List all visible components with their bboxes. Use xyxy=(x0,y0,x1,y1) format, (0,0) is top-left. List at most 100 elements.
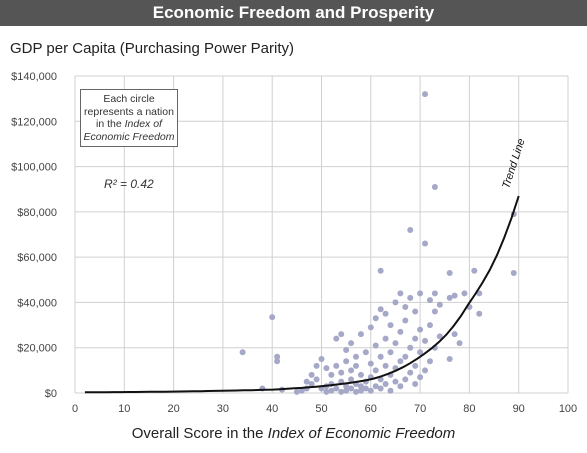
data-point xyxy=(382,362,389,369)
data-point xyxy=(431,290,438,297)
y-tick-label: $120,000 xyxy=(11,116,57,128)
y-tick-label: $80,000 xyxy=(17,207,57,219)
data-point xyxy=(357,383,364,390)
data-point xyxy=(387,322,394,329)
data-point xyxy=(392,299,399,306)
data-point xyxy=(343,346,350,353)
data-point xyxy=(426,358,433,365)
data-point xyxy=(333,362,340,369)
data-point xyxy=(318,356,325,363)
data-point xyxy=(476,310,483,317)
annotation-line-2: represents a nation xyxy=(84,105,174,118)
x-axis-label: Overall Score in the Index of Economic F… xyxy=(0,425,587,442)
annotation-line-3-text: in the xyxy=(96,118,125,130)
data-point xyxy=(343,387,350,394)
data-point xyxy=(397,358,404,365)
data-point xyxy=(407,294,414,301)
y-tick-label: $100,000 xyxy=(11,162,57,174)
data-point xyxy=(382,335,389,342)
data-point xyxy=(446,269,453,276)
data-point xyxy=(426,297,433,304)
data-points xyxy=(239,91,517,395)
x-tick-label: 100 xyxy=(559,403,577,415)
data-point xyxy=(456,340,463,347)
data-point xyxy=(436,333,443,340)
data-point xyxy=(348,385,355,392)
data-point xyxy=(239,349,246,356)
data-point xyxy=(308,371,315,378)
data-point xyxy=(357,387,364,394)
x-tick-label: 90 xyxy=(513,403,525,415)
data-point xyxy=(392,340,399,347)
data-point xyxy=(348,367,355,374)
data-point xyxy=(407,344,414,351)
x-tick-label: 0 xyxy=(72,403,78,415)
data-point xyxy=(397,290,404,297)
data-point xyxy=(377,385,384,392)
data-point xyxy=(372,383,379,390)
data-point xyxy=(333,385,340,392)
data-point xyxy=(338,369,345,376)
y-axis-label: GDP per Capita (Purchasing Power Parity) xyxy=(10,40,295,57)
data-point xyxy=(353,362,360,369)
data-point xyxy=(436,301,443,308)
data-point xyxy=(353,388,360,395)
x-axis-label-text: Overall Score in the xyxy=(131,425,268,442)
data-point xyxy=(402,317,409,324)
data-point xyxy=(303,378,310,385)
trend-line xyxy=(84,195,520,394)
annotation-box: Each circle represents a nation in the I… xyxy=(80,89,178,147)
data-point xyxy=(298,387,305,394)
data-point xyxy=(333,335,340,342)
data-point xyxy=(362,385,369,392)
data-point xyxy=(348,376,355,383)
annotation-line-4: Economic Freedom xyxy=(83,130,175,143)
data-point xyxy=(422,367,429,374)
data-point xyxy=(328,371,335,378)
data-point xyxy=(382,380,389,387)
data-point xyxy=(343,383,350,390)
data-point xyxy=(446,356,453,363)
data-point xyxy=(367,360,374,367)
data-point xyxy=(357,371,364,378)
data-point xyxy=(397,383,404,390)
trend-line-label: Trend Line xyxy=(500,137,527,190)
data-point xyxy=(367,387,374,394)
data-point xyxy=(510,269,517,276)
data-point xyxy=(362,349,369,356)
data-point xyxy=(367,324,374,331)
data-point xyxy=(407,369,414,376)
data-point xyxy=(274,353,281,360)
data-point xyxy=(343,358,350,365)
x-tick-label: 30 xyxy=(217,403,229,415)
annotation-line-1: Each circle xyxy=(103,93,155,105)
annotation-line-3-italic: Index of xyxy=(124,118,162,130)
data-point xyxy=(372,342,379,349)
data-point xyxy=(412,380,419,387)
data-point xyxy=(313,362,320,369)
data-point xyxy=(372,315,379,322)
data-point xyxy=(417,326,424,333)
x-axis-label-italic: Index of Economic Freedom xyxy=(267,425,456,442)
data-point xyxy=(412,362,419,369)
data-point xyxy=(412,335,419,342)
x-tick-label: 80 xyxy=(463,403,475,415)
data-point xyxy=(422,91,429,98)
data-point xyxy=(412,308,419,315)
y-tick-label: $60,000 xyxy=(17,252,57,264)
data-point xyxy=(392,378,399,385)
data-point xyxy=(422,337,429,344)
data-point xyxy=(451,331,458,338)
x-tick-label: 60 xyxy=(365,403,377,415)
data-point xyxy=(446,294,453,301)
data-point xyxy=(387,387,394,394)
data-point xyxy=(377,306,384,313)
x-tick-label: 10 xyxy=(118,403,130,415)
y-tick-label: $0 xyxy=(45,388,57,400)
data-point xyxy=(293,388,300,395)
x-tick-label: 20 xyxy=(167,403,179,415)
data-point xyxy=(269,314,276,321)
x-tick-label: 50 xyxy=(315,403,327,415)
data-point xyxy=(338,331,345,338)
